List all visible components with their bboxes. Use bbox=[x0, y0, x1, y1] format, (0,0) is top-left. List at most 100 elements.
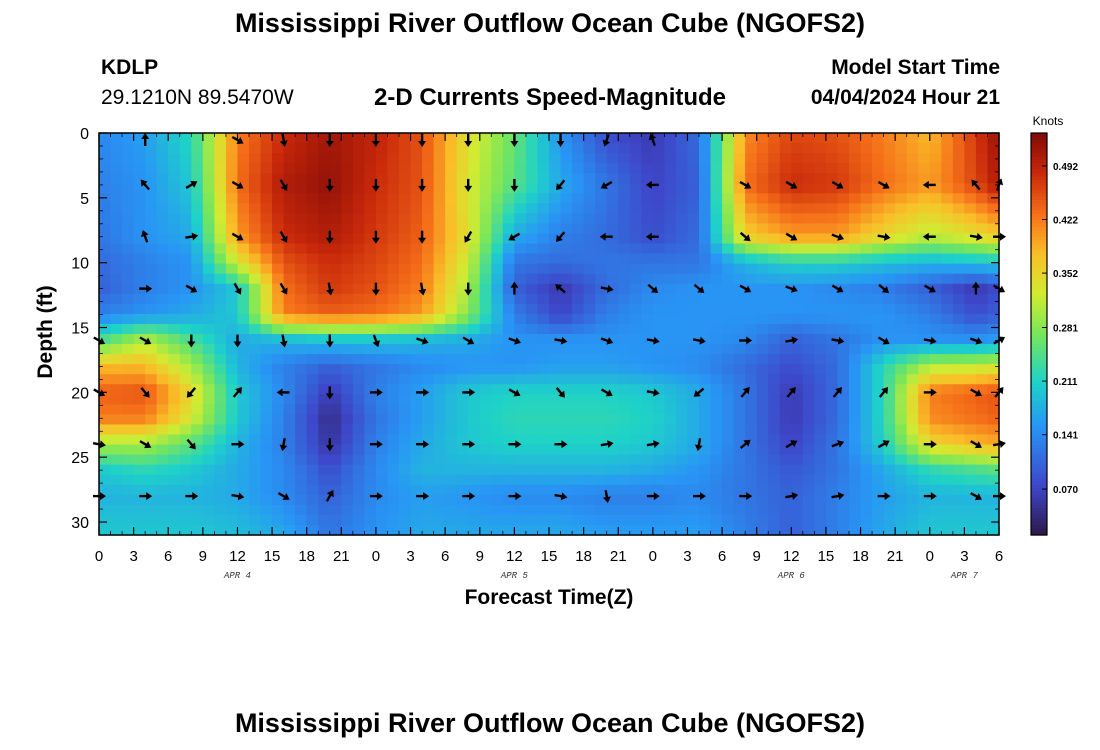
heatmap-cell bbox=[975, 323, 989, 335]
heatmap-cell bbox=[768, 323, 781, 335]
heatmap-cell bbox=[895, 293, 908, 305]
heatmap-cell bbox=[145, 143, 158, 154]
heatmap-cell bbox=[745, 334, 758, 345]
heatmap-cell bbox=[560, 514, 573, 526]
current-vector-arrow bbox=[279, 438, 288, 452]
heatmap-cell bbox=[375, 354, 389, 365]
heatmap-cell bbox=[387, 504, 400, 516]
heatmap-cell bbox=[618, 414, 631, 426]
heatmap-cell bbox=[272, 394, 285, 405]
heatmap-cell bbox=[606, 434, 619, 446]
heatmap-cell bbox=[110, 303, 123, 315]
heatmap-cell bbox=[237, 153, 250, 164]
heatmap-cell bbox=[468, 504, 481, 516]
current-vector-arrow bbox=[694, 438, 703, 452]
heatmap-cell bbox=[537, 223, 550, 235]
heatmap-cell bbox=[422, 223, 435, 235]
heatmap-cell bbox=[549, 394, 562, 405]
heatmap-cell bbox=[629, 384, 642, 395]
heatmap-cell bbox=[872, 223, 885, 235]
colorbar-swatch bbox=[1031, 196, 1047, 201]
heatmap-cell bbox=[237, 444, 250, 456]
heatmap-cell bbox=[572, 283, 585, 295]
heatmap-cell bbox=[283, 464, 296, 476]
heatmap-cell bbox=[202, 374, 215, 385]
heatmap-cell bbox=[710, 474, 723, 486]
heatmap-cell bbox=[825, 504, 839, 516]
heatmap-cell bbox=[364, 213, 377, 225]
heatmap-cell bbox=[814, 474, 827, 486]
heatmap-cell bbox=[629, 293, 642, 305]
heatmap-cell bbox=[133, 273, 146, 285]
heatmap-cell bbox=[583, 263, 596, 275]
heatmap-cell bbox=[941, 163, 954, 174]
heatmap-cell bbox=[352, 504, 365, 516]
heatmap-cell bbox=[952, 233, 965, 245]
heatmap-cell bbox=[364, 183, 377, 194]
heatmap-cell bbox=[191, 323, 204, 335]
current-vector-arrow bbox=[508, 440, 522, 449]
current-vector-arrow bbox=[602, 133, 611, 147]
colorbar-swatch bbox=[1031, 387, 1047, 392]
heatmap-cell bbox=[249, 303, 262, 315]
colorbar-swatch bbox=[1031, 143, 1047, 147]
heatmap-cell bbox=[802, 143, 815, 154]
heatmap-cell bbox=[779, 344, 792, 355]
heatmap-cell bbox=[975, 474, 989, 486]
heatmap-cell bbox=[133, 173, 146, 184]
heatmap-cell bbox=[664, 293, 677, 305]
heatmap-cell bbox=[399, 364, 412, 375]
heatmap-cell bbox=[179, 283, 192, 295]
heatmap-cell bbox=[791, 143, 804, 154]
heatmap-cell bbox=[906, 454, 919, 466]
heatmap-cell bbox=[906, 183, 919, 194]
heatmap-cell bbox=[179, 414, 192, 426]
heatmap-cell bbox=[964, 484, 977, 496]
heatmap-cell bbox=[202, 253, 215, 265]
heatmap-cell bbox=[399, 283, 412, 295]
heatmap-cell bbox=[318, 133, 331, 144]
heatmap-cell bbox=[433, 223, 446, 235]
heatmap-cell bbox=[260, 313, 273, 325]
heatmap-cell bbox=[641, 293, 654, 305]
heatmap-cell bbox=[618, 153, 631, 164]
heatmap-cell bbox=[491, 213, 504, 225]
heatmap-cell bbox=[399, 153, 412, 164]
heatmap-cell bbox=[375, 233, 389, 245]
heatmap-cell bbox=[122, 484, 135, 496]
heatmap-cell bbox=[99, 424, 112, 436]
heatmap-cell bbox=[583, 223, 596, 235]
heatmap-cell bbox=[537, 344, 550, 355]
heatmap-cell bbox=[652, 323, 665, 335]
heatmap-cell bbox=[514, 303, 527, 315]
heatmap-cell bbox=[249, 133, 262, 144]
heatmap-cell bbox=[745, 474, 758, 486]
heatmap-cell bbox=[329, 163, 342, 174]
heatmap-cell bbox=[929, 484, 942, 496]
heatmap-cell bbox=[329, 374, 342, 385]
heatmap-cell bbox=[168, 263, 181, 275]
heatmap-cell bbox=[687, 233, 700, 245]
current-vector-arrow bbox=[508, 232, 521, 241]
heatmap-cell bbox=[895, 334, 908, 345]
heatmap-cell bbox=[710, 203, 723, 214]
heatmap-cell bbox=[225, 143, 239, 154]
heatmap-cell bbox=[895, 223, 908, 235]
heatmap-cell bbox=[225, 424, 239, 436]
heatmap-cell bbox=[433, 323, 446, 335]
heatmap-cell bbox=[560, 424, 573, 436]
heatmap-cell bbox=[768, 263, 781, 275]
heatmap-cell bbox=[733, 404, 746, 415]
heatmap-cell bbox=[849, 243, 862, 255]
current-vector-arrow bbox=[139, 336, 152, 345]
heatmap-cell bbox=[468, 243, 481, 255]
heatmap-cell bbox=[572, 133, 585, 144]
heatmap-cell bbox=[906, 394, 919, 405]
heatmap-cell bbox=[318, 374, 331, 385]
heatmap-cell bbox=[583, 243, 596, 255]
heatmap-cell bbox=[156, 203, 169, 214]
page-title: Mississippi River Outflow Ocean Cube (NG… bbox=[234, 8, 866, 38]
heatmap-cell bbox=[387, 203, 400, 214]
heatmap-cell bbox=[364, 494, 377, 506]
current-vector-arrow bbox=[233, 334, 242, 348]
